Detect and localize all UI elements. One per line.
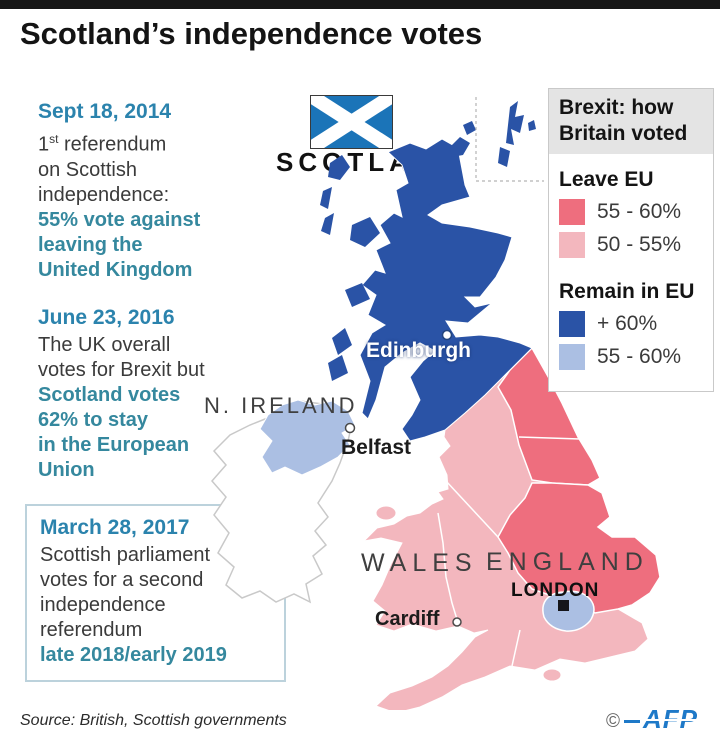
timeline-entry-2016: June 23, 2016 The UK overall votes for B… xyxy=(38,305,273,483)
legend-row-remain-high: + 60% xyxy=(559,311,703,337)
leave-low-range: 50 - 55% xyxy=(597,233,682,256)
wales-label: WALES xyxy=(361,549,478,577)
timeline-body-2014: 1st referendum on Scottish independence: xyxy=(38,127,273,208)
region-scotland xyxy=(359,138,533,442)
legend-title: Brexit: how Britain voted xyxy=(549,89,713,154)
top-bar xyxy=(0,0,720,9)
remain-low-range: 55 - 60% xyxy=(597,345,682,368)
london-marker xyxy=(558,600,569,611)
afp-logo-dash xyxy=(624,720,640,723)
anglesey-island xyxy=(375,505,397,521)
leave-high-range: 55 - 60% xyxy=(597,200,682,223)
timeline-date-2014: Sept 18, 2014 xyxy=(38,100,172,123)
timeline-body-text-2014: referendum on Scottish independence: xyxy=(38,133,170,206)
region-london xyxy=(542,590,595,632)
legend-remain-label: Remain in EU xyxy=(559,280,695,303)
region-northern-ireland xyxy=(259,399,356,476)
timeline-highlight-2014: 55% vote against leaving the United King… xyxy=(38,208,201,281)
timeline-date-2017: March 28, 2017 xyxy=(40,516,190,539)
timeline-highlight-2016: Scotland votes 62% to stay in the Europe… xyxy=(38,384,190,481)
legend-row-leave-high: 55 - 60% xyxy=(559,199,703,225)
edinburgh-marker xyxy=(441,329,453,341)
ordinal-number: 1 xyxy=(38,133,50,156)
afp-logo: © AFP xyxy=(606,704,698,738)
region-midlands-east-england xyxy=(497,482,661,614)
shetland-islands xyxy=(498,101,536,167)
isle-of-wight xyxy=(542,668,562,682)
leave-low-swatch xyxy=(559,232,585,258)
belfast-marker xyxy=(344,422,356,434)
timeline-highlight-2017: late 2018/early 2019 xyxy=(40,644,227,666)
region-divider-lines xyxy=(437,436,581,667)
copyright-symbol: © xyxy=(606,711,620,732)
shetland-inset-border xyxy=(475,97,544,182)
uk-brexit-map xyxy=(211,97,661,710)
n-ireland-label: N. IRELAND xyxy=(204,393,358,418)
timeline-entry-2014: Sept 18, 2014 1st referendum on Scottish… xyxy=(38,99,273,283)
belfast-label: Belfast xyxy=(341,436,412,459)
remain-low-swatch xyxy=(559,344,585,370)
london-label: LONDON xyxy=(511,580,600,601)
legend-row-remain-low: 55 - 60% xyxy=(559,344,703,370)
legend-row-leave-low: 50 - 55% xyxy=(559,232,703,258)
legend-box: Brexit: how Britain voted Leave EU 55 - … xyxy=(548,88,714,392)
page-title: Scotland’s independence votes xyxy=(20,16,483,51)
timeline-body-2016: The UK overall votes for Brexit but xyxy=(38,334,205,381)
legend-body: Leave EU 55 - 60% 50 - 55% Remain in EU … xyxy=(549,154,713,370)
timeline-date-2016: June 23, 2016 xyxy=(38,306,175,329)
remain-high-swatch xyxy=(559,311,585,337)
cardiff-marker xyxy=(452,617,462,627)
source-credit: Source: British, Scottish governments xyxy=(20,712,287,729)
afp-logo-slit xyxy=(640,719,696,721)
legend-leave-label: Leave EU xyxy=(559,168,654,191)
timeline-body-2017: Scottish parliament votes for a second i… xyxy=(40,544,211,641)
leave-high-swatch xyxy=(559,199,585,225)
remain-high-range: + 60% xyxy=(597,312,658,335)
england-label: ENGLAND xyxy=(486,548,649,576)
scotland-flag xyxy=(310,95,393,149)
orkney-islands xyxy=(450,121,476,157)
ordinal-suffix: st xyxy=(49,132,59,146)
edinburgh-label: Edinburgh xyxy=(366,339,471,362)
cardiff-label: Cardiff xyxy=(375,608,440,630)
